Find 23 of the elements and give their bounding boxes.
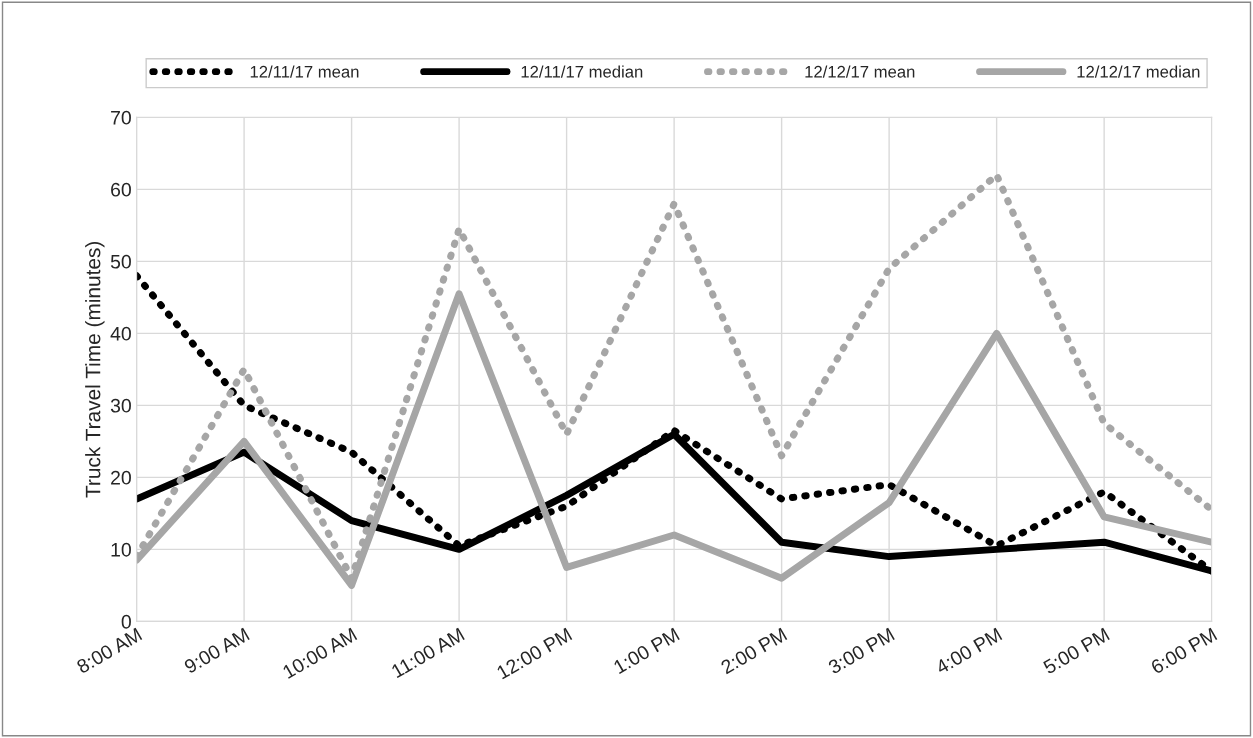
x-tick-label: 4:00 PM [934, 627, 1003, 675]
x-tick-label: 1:00 PM [612, 627, 680, 675]
y-tick-label: 40 [110, 326, 131, 341]
x-tick-label: 5:00 PM [1042, 627, 1110, 675]
y-axis-title: Truck Travel Time (minutes) [85, 241, 105, 498]
x-tick-label: 11:00 AM [390, 627, 465, 679]
legend-label: 12/12/17 mean [805, 65, 915, 78]
y-tick-label: 10 [111, 542, 131, 557]
x-tick-label: 3:00 PM [827, 627, 895, 675]
x-tick-label: 12:00 PM [496, 627, 573, 680]
legend-label: 12/11/17 mean [250, 65, 359, 78]
y-tick-label: 60 [111, 182, 131, 197]
x-tick-label: 8:00 AM [75, 627, 143, 674]
x-tick-label: 2:00 PM [720, 627, 788, 675]
y-tick-label: 0 [121, 614, 131, 629]
legend-label: 12/11/17 median [521, 65, 643, 78]
y-tick-label: 50 [110, 254, 131, 269]
y-tick-label: 20 [111, 470, 131, 485]
legend-label: 12/12/17 median [1077, 65, 1200, 78]
x-tick-label: 9:00 AM [183, 627, 250, 674]
y-tick-label: 30 [110, 398, 131, 413]
x-tick-label: 6:00 PM [1150, 627, 1218, 675]
y-tick-label: 70 [111, 110, 131, 125]
